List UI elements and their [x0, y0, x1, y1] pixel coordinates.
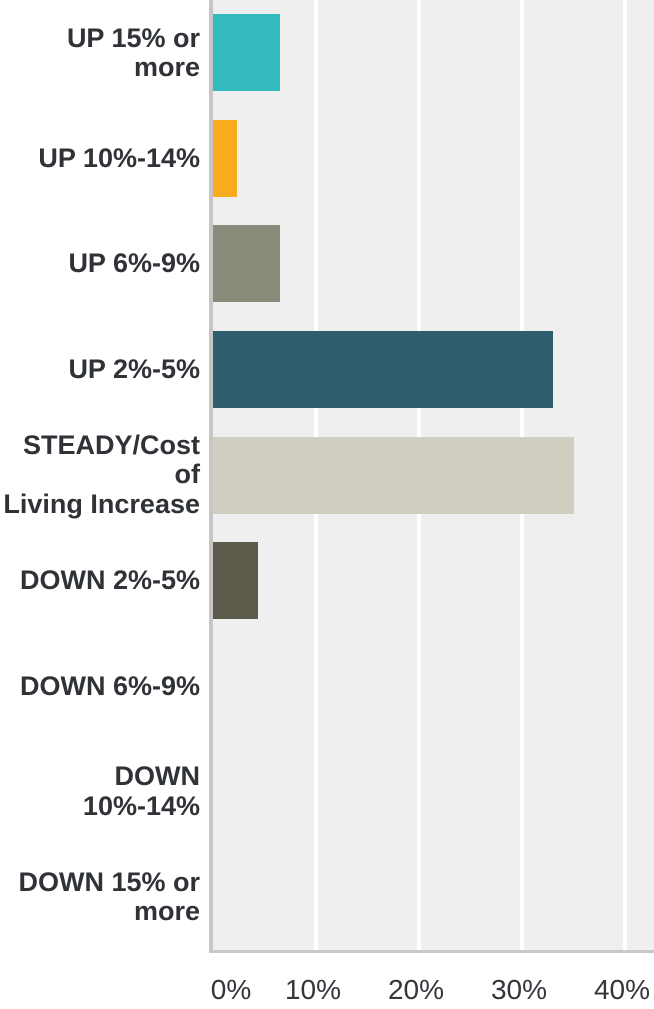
- bar-up-2-5: [213, 330, 553, 408]
- bar-steady-cost-of-living-increase: [213, 436, 574, 514]
- bar-up-10-14: [213, 119, 237, 197]
- category-label-down-6-9: DOWN 6%-9%: [19, 670, 200, 701]
- x-tick-label-30: 30%: [490, 974, 548, 1005]
- category-labels-column: UP 15% or more UP 10%-14% UP 6%-9% UP 2%-5%…: [0, 0, 200, 950]
- gridline-40: [623, 0, 627, 950]
- category-label-up-2-5: UP 2%-5%: [68, 353, 200, 384]
- category-label-down-15-or-more: DOWN 15% or more: [18, 867, 200, 927]
- x-tick-label-20: 20%: [387, 974, 445, 1005]
- bar-up-15-or-more: [213, 14, 280, 92]
- category-label-steady-cost-of-living-increase: STEADY/Cost of Living Increase: [3, 430, 200, 519]
- x-tick-label-40: 40%: [593, 974, 651, 1005]
- category-label-up-6-9: UP 6%-9%: [68, 248, 200, 279]
- bar-down-2-5: [213, 542, 259, 620]
- category-label-up-10-14: UP 10%-14%: [38, 142, 200, 173]
- bar-up-6-9: [213, 225, 280, 303]
- x-tick-label-10: 10%: [284, 974, 342, 1005]
- plot-area: [209, 0, 654, 953]
- category-label-down-2-5: DOWN 2%-5%: [19, 564, 200, 595]
- category-label-down-10-14: DOWN 10%-14%: [82, 761, 200, 821]
- x-tick-label-0: 0%: [210, 974, 252, 1005]
- category-label-up-15-or-more: UP 15% or more: [66, 22, 200, 82]
